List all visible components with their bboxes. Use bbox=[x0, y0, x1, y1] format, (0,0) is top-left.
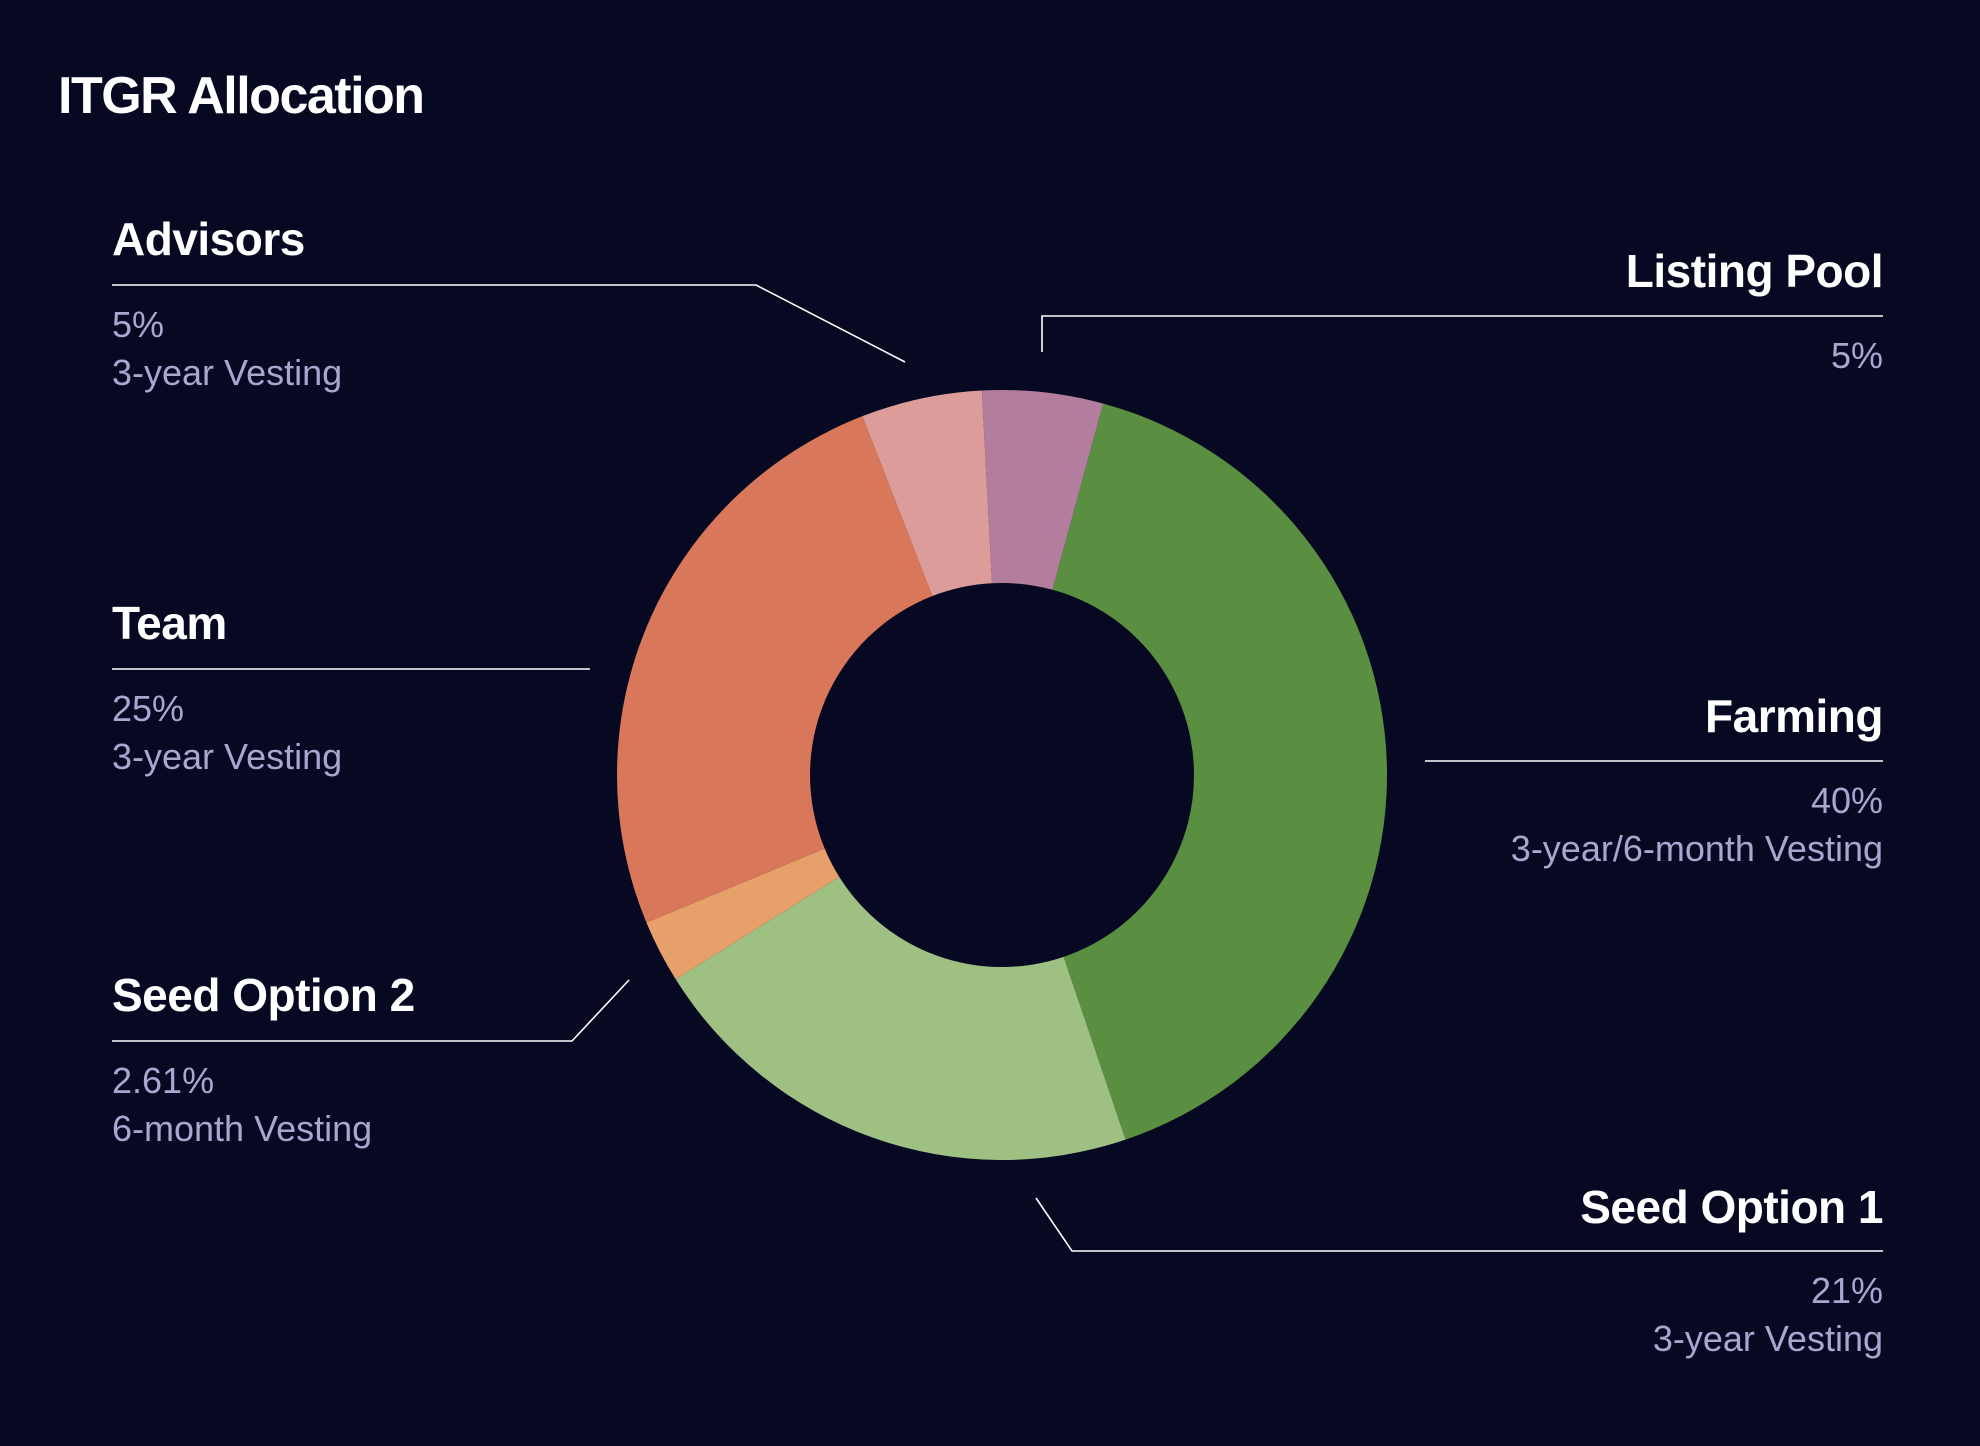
label-seed-option-1-value: 21% bbox=[1811, 1270, 1883, 1311]
donut-slices bbox=[617, 390, 1387, 1161]
label-listing-pool-name: Listing Pool bbox=[1626, 245, 1883, 297]
slice-seed-option-1 bbox=[675, 876, 1126, 1161]
slice-listing-pool bbox=[981, 390, 1104, 590]
slice-advisors bbox=[862, 390, 992, 597]
label-team-name: Team bbox=[112, 597, 227, 649]
label-listing-pool-value: 5% bbox=[1831, 335, 1883, 376]
chart-title: ITGR Allocation bbox=[58, 67, 425, 125]
label-advisors-note: 3-year Vesting bbox=[112, 352, 342, 393]
label-advisors-value: 5% bbox=[112, 304, 164, 345]
label-seed-option-2-note: 6-month Vesting bbox=[112, 1108, 372, 1149]
label-advisors-name: Advisors bbox=[112, 213, 305, 265]
label-farming-value: 40% bbox=[1811, 780, 1883, 821]
label-seed-option-1-note: 3-year Vesting bbox=[1653, 1318, 1883, 1359]
slice-labels: Listing Pool 5% Farming 40% 3-year/6-month V… bbox=[112, 213, 1884, 1359]
slice-team bbox=[617, 416, 933, 923]
leader-line-advisors bbox=[112, 284, 906, 363]
label-seed-option-1-name: Seed Option 1 bbox=[1580, 1181, 1883, 1233]
slice-farming bbox=[1052, 403, 1387, 1140]
label-seed-option-2-name: Seed Option 2 bbox=[112, 969, 415, 1021]
label-farming-note: 3-year/6-month Vesting bbox=[1511, 828, 1883, 869]
label-farming-name: Farming bbox=[1705, 690, 1883, 742]
leader-line-seed-option-2 bbox=[112, 979, 630, 1042]
label-seed-option-2-value: 2.61% bbox=[112, 1060, 214, 1101]
label-team-value: 25% bbox=[112, 688, 184, 729]
label-team-note: 3-year Vesting bbox=[112, 736, 342, 777]
leader-line-seed-option-1 bbox=[1035, 1197, 1883, 1252]
leader-line-listing-pool bbox=[1041, 315, 1883, 352]
slice-seed-option-2 bbox=[646, 848, 840, 980]
